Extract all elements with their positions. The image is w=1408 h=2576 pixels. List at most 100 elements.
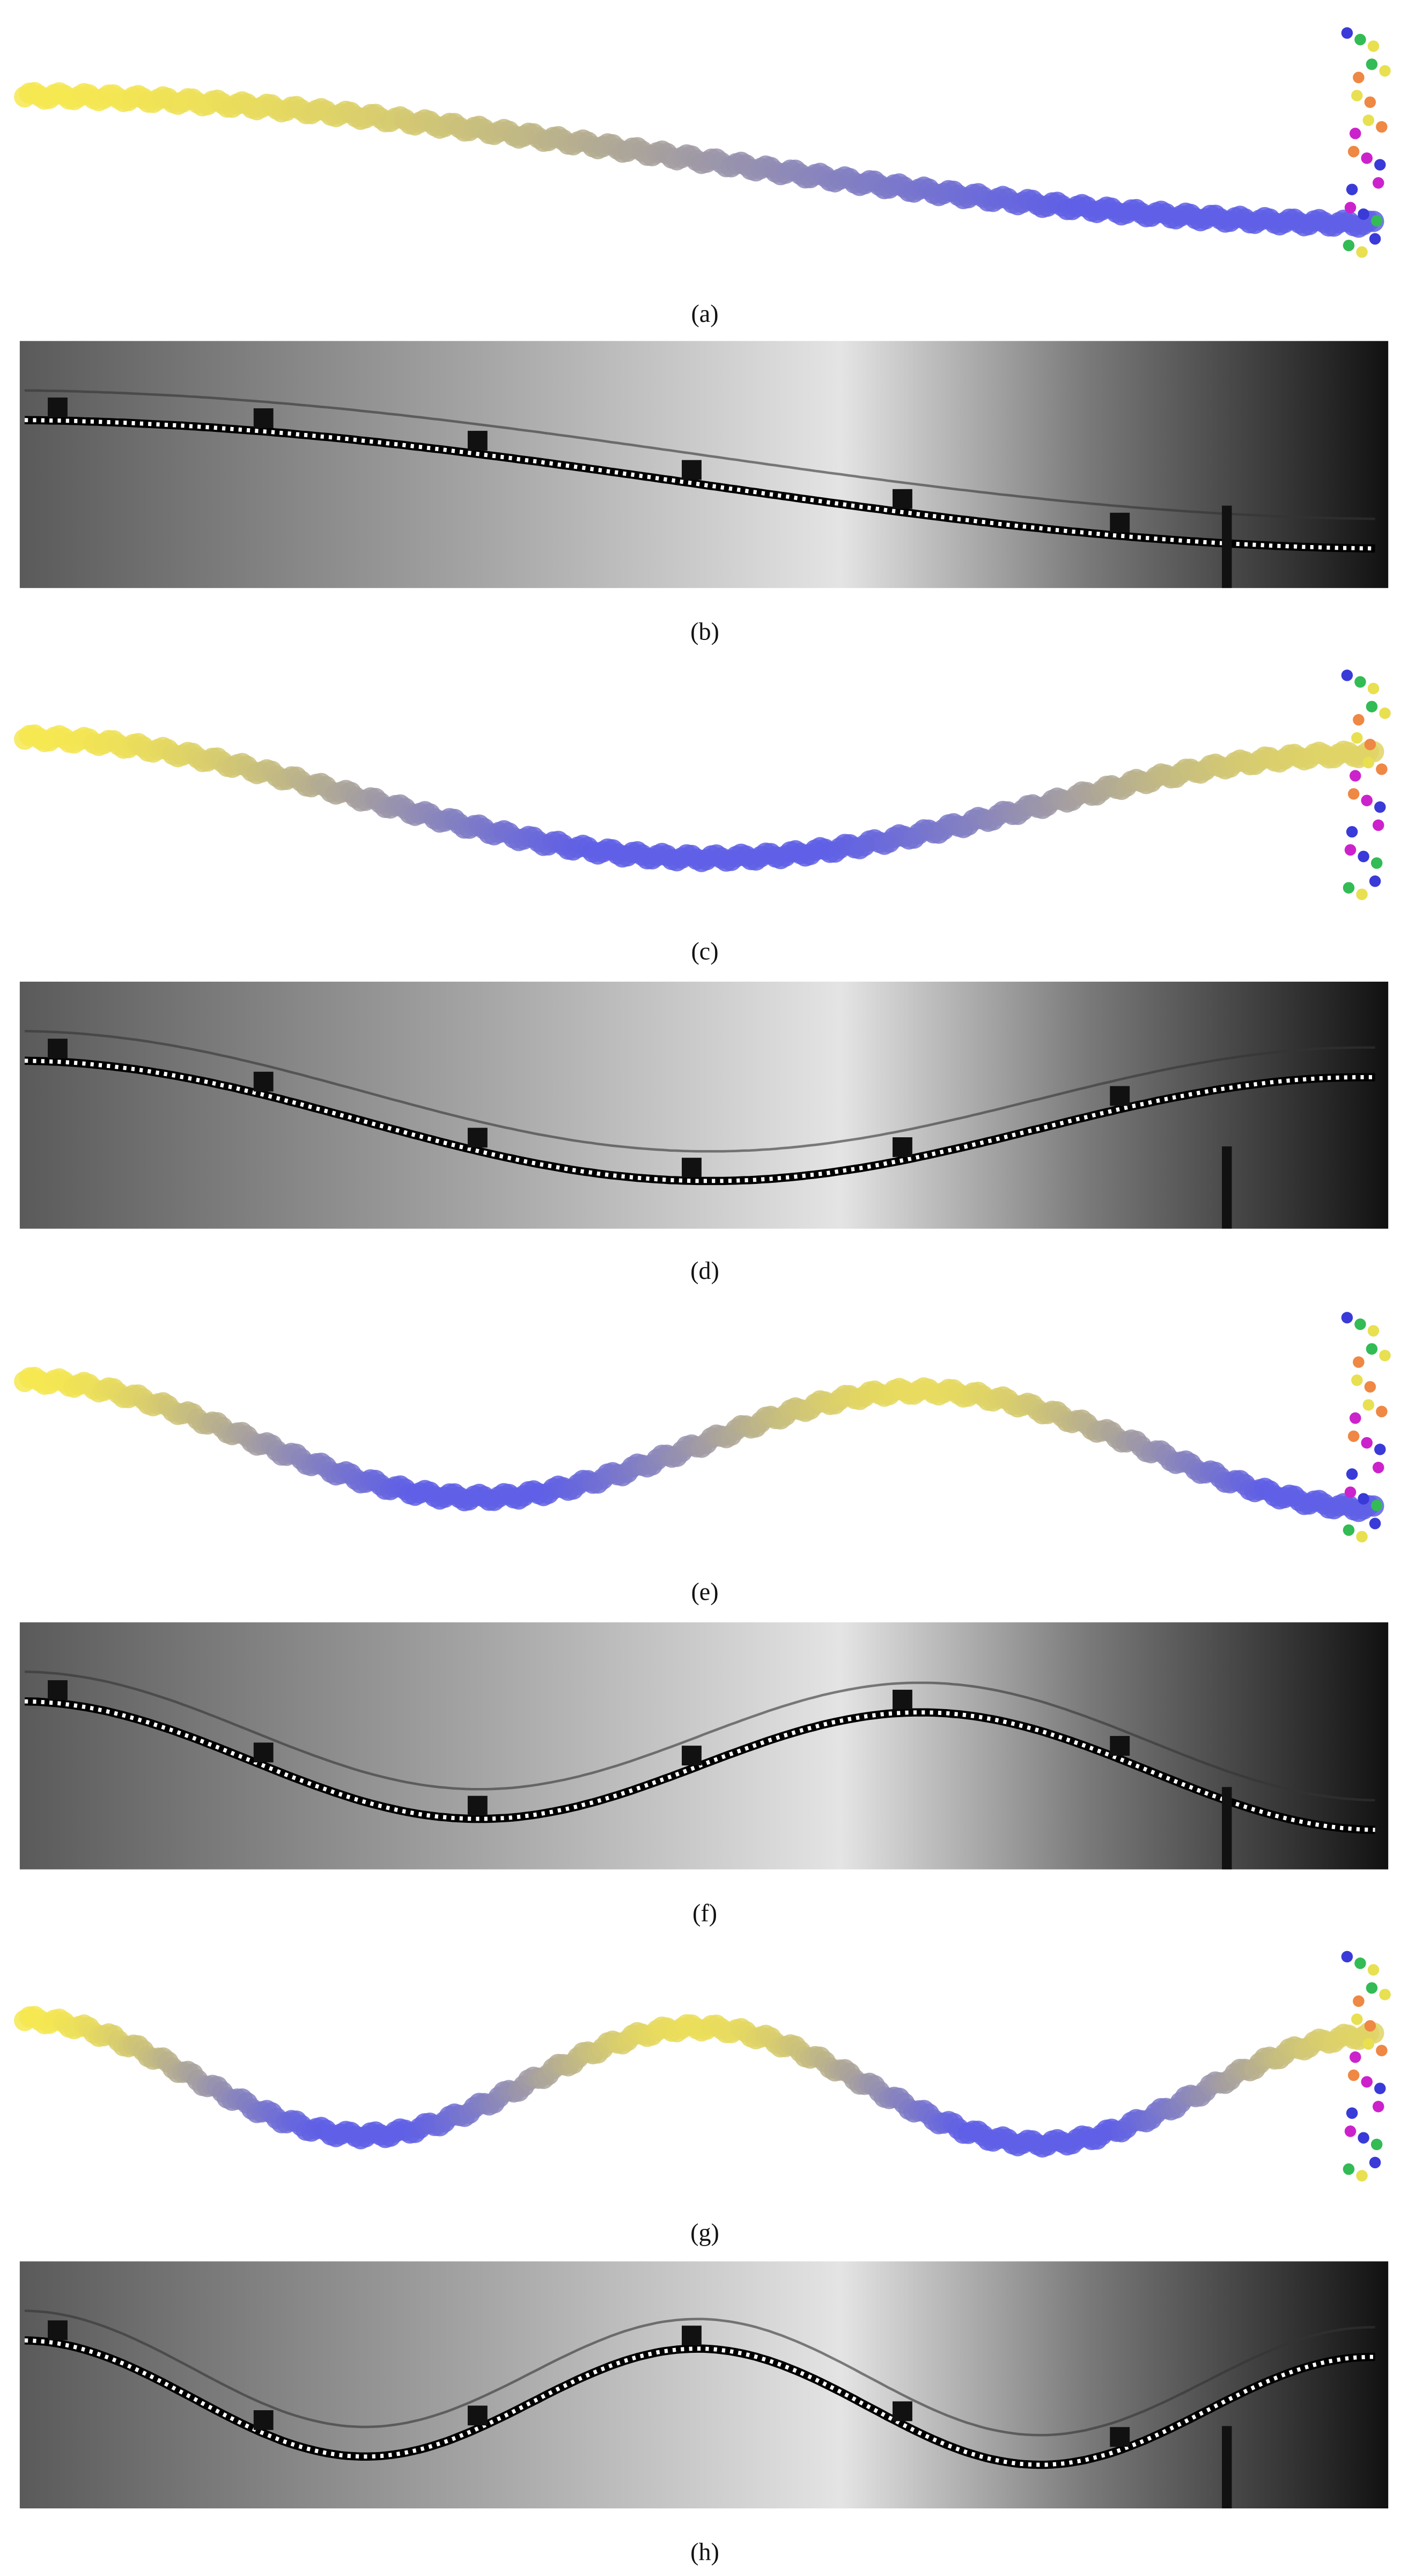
noise-dot [1379,65,1391,77]
noise-dot [1361,152,1373,164]
noise-dot [1369,2157,1381,2169]
noise-dot [1341,27,1353,39]
noise-dot [1343,1524,1355,1536]
panel-label: (g) [690,2219,719,2246]
noise-dot [1366,58,1378,70]
sensor-clip [893,1689,912,1710]
panel-label: (f) [692,1899,717,1926]
noise-dot [1364,739,1376,750]
noise-dot [1361,794,1373,806]
noise-dot [1341,669,1353,681]
noise-dot [1376,121,1388,133]
noise-dot [1369,233,1381,245]
noise-dot [1347,1430,1360,1442]
sensor-clip [253,408,274,429]
cable-shadow [24,2309,1375,2437]
noise-dot [1347,145,1360,158]
camera-frame [19,341,1389,588]
noise-dot [1344,2125,1357,2137]
noise-dot [1369,875,1381,887]
sensor-clip [467,1128,488,1148]
sensor-clip [1110,2427,1130,2447]
noise-dot [1372,2101,1384,2113]
noise-dot [1366,701,1378,712]
noise-dot [1364,96,1376,108]
noise-dot [1362,114,1375,126]
sensor-clip [467,2405,488,2426]
noise-dot [1350,128,1361,139]
noise-dot [1367,1964,1380,1976]
noise-dot [1353,714,1365,726]
sensor-clip [682,2325,702,2346]
panel-label: (c) [691,937,718,965]
sensor-clip [682,1746,702,1766]
cable-shadow [24,1029,1375,1153]
panel: (g) [14,1951,1391,2246]
sensor-clip [467,431,488,451]
noise-dot [1346,183,1358,195]
noise-dot [1358,2132,1369,2144]
noise-dot [1353,1356,1365,1368]
sensor-clip [1110,512,1130,533]
noise-dot [1379,707,1391,719]
noise-dot [1358,208,1369,220]
sensor-clip [253,1742,274,1763]
noise-dot [1379,1989,1391,2000]
noise-dot [1374,159,1386,171]
noise-dot [1343,239,1355,252]
sensor-clip [48,2320,68,2341]
noise-dot [1341,1312,1353,1324]
sensor-clip [682,460,702,480]
panel: (d) [19,981,1389,1284]
noise-dot [1354,676,1366,688]
noise-dot [1343,882,1355,894]
panel-label: (b) [690,618,719,645]
noise-dot [1354,34,1366,46]
noise-dot [1356,1530,1368,1543]
panel-label: (e) [691,1578,718,1606]
noise-dot [1372,1461,1384,1474]
noise-dot [1353,1995,1365,2007]
noise-dot [1364,1381,1376,1393]
noise-dot [1351,90,1363,101]
noise-dot [1350,2051,1361,2063]
panel: (a) [14,27,1391,327]
noise-dot [1374,1444,1386,1455]
noise-dot [1370,1499,1383,1512]
noise-dot [1367,682,1380,695]
noise-dot [1367,40,1380,52]
noise-dot [1370,215,1383,227]
sensor-clip [253,1071,274,1092]
noise-dot [1341,1951,1353,1963]
noise-dot [1344,1486,1357,1498]
sensor-clip [1110,1736,1130,1756]
sensor-clip [893,489,912,509]
noise-dot [1374,801,1386,813]
speckle-pattern [24,418,1375,551]
panel: (f) [19,1622,1389,1926]
noise-dot [1346,2107,1358,2119]
noise-dot [1379,1350,1391,1361]
sensor-clip [467,1795,488,1816]
sensor-clip [48,1680,68,1700]
panel-label: (a) [691,300,718,327]
noise-dot [1358,1493,1369,1505]
panel-label: (d) [690,1257,719,1284]
sensor-clip [893,2401,912,2422]
noise-dot [1351,1374,1363,1386]
panel: (c) [14,669,1391,965]
noise-dot [1354,1318,1366,1330]
noise-dot [1351,2013,1363,2025]
noise-dot [1367,1325,1380,1337]
noise-dot [1354,1957,1366,1969]
noise-dot [1369,1518,1381,1529]
noise-dot [1356,246,1368,258]
sensor-clip [1110,1086,1130,1106]
noise-dot [1356,888,1368,900]
sensor-clip [48,398,68,417]
speckle-pattern [24,2338,1375,2467]
camera-frame [19,2261,1389,2508]
noise-dot [1350,1412,1361,1424]
